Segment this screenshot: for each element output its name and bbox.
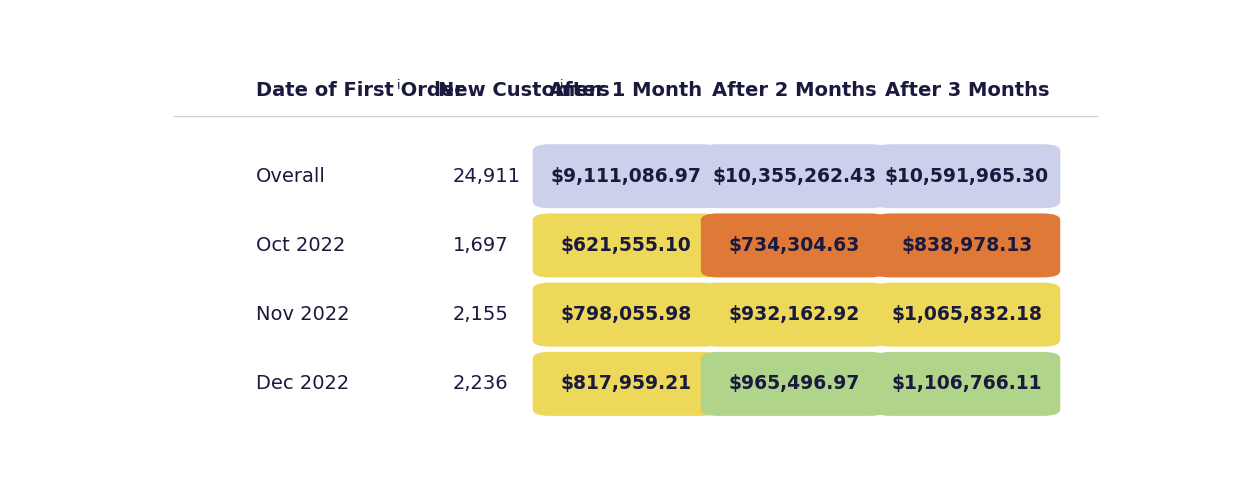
FancyBboxPatch shape [533,213,719,278]
Text: i: i [559,79,563,92]
Text: Dec 2022: Dec 2022 [255,374,350,393]
Text: $1,106,766.11: $1,106,766.11 [892,374,1043,393]
Text: $621,555.10: $621,555.10 [560,236,691,255]
Text: Nov 2022: Nov 2022 [255,305,350,324]
FancyBboxPatch shape [533,144,719,208]
FancyBboxPatch shape [533,283,719,347]
Text: $838,978.13: $838,978.13 [901,236,1033,255]
Text: Oct 2022: Oct 2022 [255,236,345,255]
Text: After 2 Months: After 2 Months [712,81,877,100]
FancyBboxPatch shape [701,352,888,416]
FancyBboxPatch shape [874,283,1060,347]
FancyBboxPatch shape [533,352,719,416]
Text: $817,959.21: $817,959.21 [560,374,692,393]
Text: Overall: Overall [255,167,326,186]
Text: 2,236: 2,236 [453,374,508,393]
Text: $10,591,965.30: $10,591,965.30 [885,167,1049,186]
Text: $9,111,086.97: $9,111,086.97 [551,167,702,186]
Text: $10,355,262.43: $10,355,262.43 [712,167,877,186]
Text: $798,055.98: $798,055.98 [560,305,692,324]
Text: $1,065,832.18: $1,065,832.18 [892,305,1043,324]
Text: 2,155: 2,155 [453,305,508,324]
Text: 1,697: 1,697 [453,236,508,255]
Text: After 3 Months: After 3 Months [885,81,1049,100]
FancyBboxPatch shape [701,144,888,208]
Text: Date of First Order: Date of First Order [255,81,464,100]
Text: New Customers: New Customers [439,81,610,100]
FancyBboxPatch shape [874,213,1060,278]
FancyBboxPatch shape [874,352,1060,416]
Text: After 1 Month: After 1 Month [549,81,702,100]
Text: 24,911: 24,911 [453,167,521,186]
Text: $932,162.92: $932,162.92 [728,305,859,324]
FancyBboxPatch shape [701,283,888,347]
FancyBboxPatch shape [701,213,888,278]
Text: $965,496.97: $965,496.97 [728,374,859,393]
Text: $734,304.63: $734,304.63 [728,236,859,255]
FancyBboxPatch shape [874,144,1060,208]
Text: i: i [397,79,399,92]
